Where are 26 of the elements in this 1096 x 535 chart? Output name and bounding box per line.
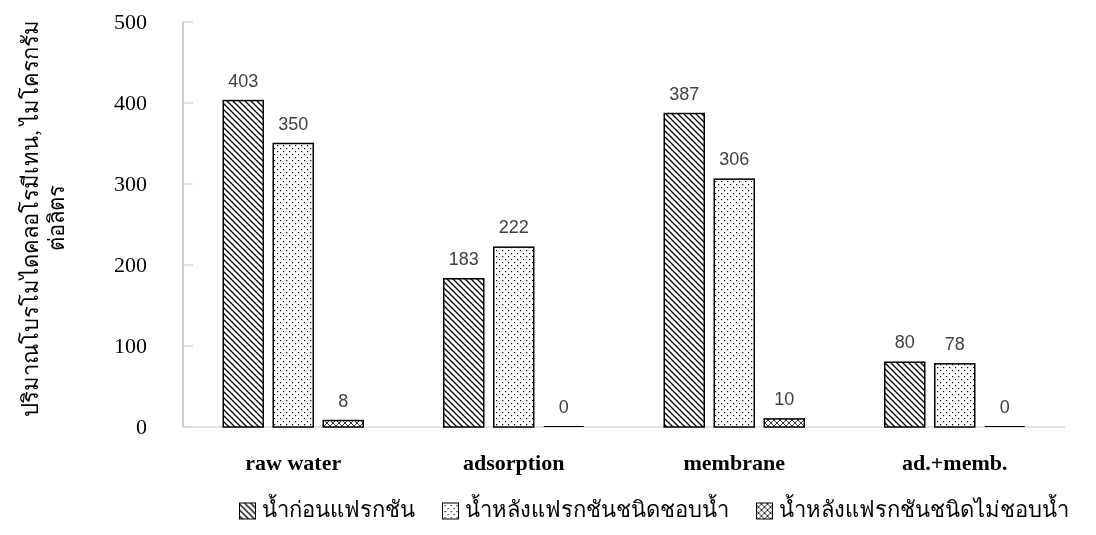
- y-tick-label: 400: [114, 90, 147, 115]
- x-tick-label: ad.+memb.: [902, 450, 1008, 475]
- legend-label: น้ำหลังแฟรกชันชนิดไม่ชอบน้ำ: [778, 494, 1069, 522]
- legend-label: น้ำก่อนแฟรกชัน: [261, 494, 415, 522]
- y-tick-label: 300: [114, 171, 147, 196]
- data-label: 80: [894, 332, 915, 353]
- data-label: 8: [338, 390, 349, 411]
- x-tick-label: adsorption: [463, 450, 565, 475]
- data-label: 183: [448, 248, 479, 269]
- y-tick-label: 200: [114, 252, 147, 277]
- data-label: 350: [278, 113, 309, 134]
- data-label: 78: [944, 333, 965, 354]
- y-tick-label: 100: [114, 333, 147, 358]
- data-label: 387: [669, 83, 700, 104]
- x-tick-label: membrane: [683, 450, 786, 475]
- x-tick-label: raw water: [245, 450, 342, 475]
- legend-label: น้ำหลังแฟรกชันชนิดชอบน้ำ: [464, 494, 729, 522]
- data-label: 222: [498, 217, 529, 238]
- y-tick-label: 500: [114, 9, 147, 34]
- data-label: 0: [999, 397, 1010, 417]
- y-axis-title: ปริมาณโบรโมไดคลอโรมีเทน, ไมโครกรัมต่อลิตร: [18, 18, 70, 418]
- data-label: 403: [228, 70, 259, 91]
- data-label: 306: [719, 149, 750, 170]
- data-label: 0: [558, 397, 569, 417]
- data-label: 10: [774, 388, 795, 409]
- y-tick-label: 0: [136, 414, 147, 439]
